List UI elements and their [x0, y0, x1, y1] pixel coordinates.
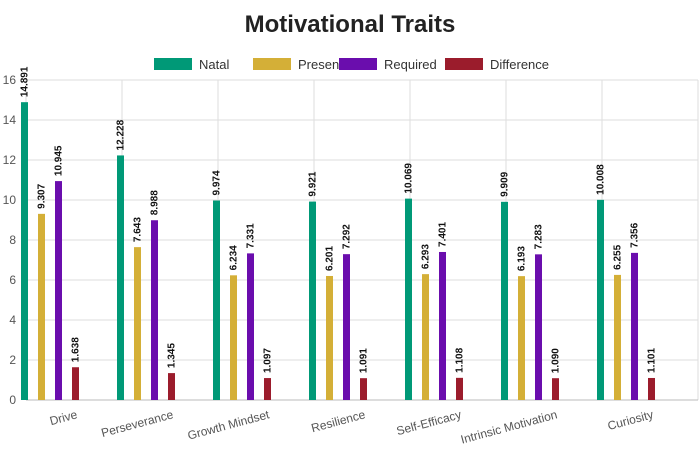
x-tick-label: Resilience [310, 407, 367, 435]
bar-present [230, 275, 237, 400]
y-tick-label: 16 [3, 73, 17, 87]
data-label: 7.283 [534, 224, 545, 249]
x-tick-label: Self-Efficacy [395, 407, 463, 438]
bar-difference [456, 377, 463, 400]
bar-difference [168, 373, 175, 400]
legend-label: Required [384, 57, 437, 72]
bar-present [614, 274, 621, 400]
bar-natal [213, 200, 220, 400]
data-label: 9.909 [500, 171, 511, 196]
data-label: 6.193 [517, 246, 528, 271]
bar-present [38, 213, 45, 400]
value-labels: 14.891 12.228 9.974 9.921 10.069 9.909 10.008 9… [20, 66, 658, 373]
bar-difference [264, 378, 271, 400]
data-label: 1.090 [551, 348, 562, 373]
data-label: 12.228 [116, 119, 127, 150]
bar-present [518, 276, 525, 400]
data-label: 1.097 [263, 348, 274, 373]
data-label: 8.988 [150, 190, 161, 215]
y-tick-label: 0 [9, 393, 16, 407]
data-label: 6.255 [613, 244, 624, 269]
y-tick-label: 8 [9, 233, 16, 247]
bar-difference [72, 367, 79, 400]
x-tick-label: Intrinsic Motivation [459, 407, 559, 446]
data-label: 1.108 [455, 347, 466, 372]
bar-present [422, 274, 429, 400]
data-label: 10.069 [404, 163, 415, 194]
data-label: 9.974 [212, 170, 223, 195]
y-tick-label: 2 [9, 353, 16, 367]
y-tick-label: 12 [3, 153, 17, 167]
data-label: 1.091 [359, 348, 370, 373]
bar-natal [21, 102, 28, 401]
data-label: 6.234 [229, 245, 240, 270]
x-tick-label: Perseverance [100, 407, 175, 440]
data-label: 9.307 [37, 183, 48, 208]
chart-title: Motivational Traits [245, 11, 456, 38]
legend-label: Natal [199, 57, 229, 72]
data-label: 1.638 [71, 337, 82, 362]
x-axis: Drive Perseverance Growth Mindset Resilienc… [48, 407, 655, 446]
y-tick-label: 10 [3, 193, 17, 207]
data-label: 7.356 [630, 222, 641, 247]
bar-present [326, 275, 333, 400]
data-label: 9.921 [308, 171, 319, 196]
bar-required [439, 251, 446, 400]
y-tick-label: 6 [9, 273, 16, 287]
legend-swatch-required [339, 58, 377, 70]
bar-difference [648, 377, 655, 400]
data-label: 1.345 [167, 343, 178, 368]
data-label: 10.945 [54, 145, 65, 176]
bar-required [55, 181, 62, 400]
data-label: 10.008 [596, 164, 607, 195]
legend-label: Difference [490, 57, 549, 72]
bar-difference [360, 378, 367, 400]
data-label: 7.401 [438, 222, 449, 247]
bars [21, 102, 655, 401]
y-tick-label: 14 [3, 113, 17, 127]
data-label: 7.331 [246, 223, 257, 248]
data-label: 1.101 [647, 348, 658, 373]
legend-swatch-natal [154, 58, 192, 70]
y-tick-label: 4 [9, 313, 16, 327]
data-label: 14.891 [20, 66, 31, 97]
bar-natal [117, 155, 124, 400]
x-tick-label: Drive [48, 407, 79, 428]
data-label: 6.201 [325, 246, 336, 271]
data-label: 7.643 [133, 217, 144, 242]
legend-label: Present [298, 57, 343, 72]
bar-difference [552, 378, 559, 400]
data-label: 6.293 [421, 244, 432, 269]
bar-natal [309, 201, 316, 400]
x-tick-label: Growth Mindset [186, 407, 271, 442]
legend-swatch-difference [445, 58, 483, 70]
bar-natal [597, 199, 604, 400]
bar-required [151, 220, 158, 400]
y-axis: 0 2 4 6 8 10 12 14 16 [3, 73, 17, 407]
legend-swatch-present [253, 58, 291, 70]
bar-required [247, 253, 254, 400]
bar-present [134, 247, 141, 400]
bar-natal [405, 198, 412, 400]
data-label: 7.292 [342, 224, 353, 249]
legend: Natal Present Required Difference [154, 57, 549, 72]
bar-natal [501, 201, 508, 400]
bar-required [631, 252, 638, 400]
bar-required [535, 254, 542, 400]
x-tick-label: Curiosity [606, 407, 655, 433]
bar-required [343, 254, 350, 400]
